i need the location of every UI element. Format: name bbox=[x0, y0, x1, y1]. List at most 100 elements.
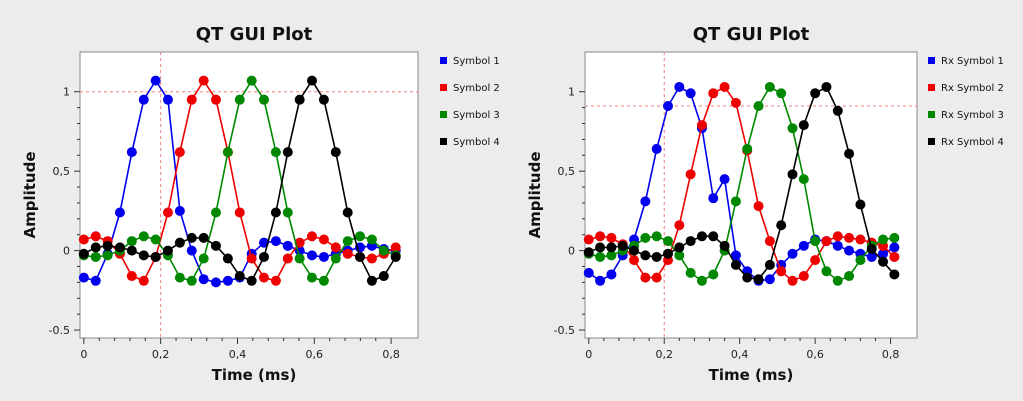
plot-title: QT GUI Plot bbox=[693, 24, 810, 45]
data-point bbox=[844, 271, 855, 282]
data-point bbox=[270, 236, 281, 247]
data-point bbox=[787, 275, 798, 286]
series-4 bbox=[583, 81, 900, 285]
data-point bbox=[810, 255, 821, 266]
data-point bbox=[810, 236, 821, 247]
data-point bbox=[730, 250, 741, 261]
data-point bbox=[282, 207, 293, 218]
data-point bbox=[246, 253, 257, 264]
data-point bbox=[126, 236, 137, 247]
data-point bbox=[318, 251, 329, 262]
data-point bbox=[162, 245, 173, 256]
series-line bbox=[588, 85, 895, 282]
series-line bbox=[588, 85, 895, 281]
data-point bbox=[258, 272, 269, 283]
data-point bbox=[306, 75, 317, 86]
data-point bbox=[318, 234, 329, 245]
x-tick-label: 0,4 bbox=[731, 348, 749, 361]
x-tick-label: 0,4 bbox=[229, 348, 247, 361]
data-point bbox=[889, 269, 900, 280]
data-point bbox=[764, 274, 775, 285]
data-point bbox=[776, 88, 787, 99]
data-point bbox=[186, 275, 197, 286]
legend-swatch bbox=[440, 138, 447, 145]
data-point bbox=[730, 97, 741, 108]
data-point bbox=[282, 240, 293, 251]
data-point bbox=[629, 255, 640, 266]
data-point bbox=[595, 231, 606, 242]
data-point bbox=[90, 231, 101, 242]
data-point bbox=[246, 275, 257, 286]
data-point bbox=[651, 272, 662, 283]
data-point bbox=[696, 120, 707, 131]
data-point bbox=[753, 274, 764, 285]
data-point bbox=[222, 275, 233, 286]
x-axis-title: Time (ms) bbox=[709, 366, 794, 384]
series-4 bbox=[78, 75, 401, 286]
x-axis-title: Time (ms) bbox=[212, 366, 297, 384]
y-tick-label: 1 bbox=[568, 86, 575, 99]
data-point bbox=[390, 242, 401, 253]
data-point bbox=[798, 174, 809, 185]
data-point bbox=[844, 148, 855, 159]
data-point bbox=[258, 251, 269, 262]
plot-left[interactable]: QT GUI Plot Time (ms) Amplitude -0.5 0 0,5… bbox=[21, 24, 500, 384]
data-point bbox=[282, 147, 293, 158]
data-point bbox=[674, 81, 685, 92]
data-point bbox=[606, 242, 617, 253]
x-tick-label: 0,6 bbox=[806, 348, 824, 361]
plot-area-right[interactable] bbox=[584, 51, 918, 339]
data-point bbox=[640, 272, 651, 283]
data-point bbox=[832, 231, 843, 242]
data-point bbox=[186, 94, 197, 105]
data-point bbox=[210, 207, 221, 218]
plot-right[interactable]: QT GUI Plot Time (ms) Amplitude -0.5 0 0,5… bbox=[526, 24, 1004, 384]
x-tick-label: 0 bbox=[80, 348, 87, 361]
data-point bbox=[198, 75, 209, 86]
legend[interactable]: Symbol 1 Symbol 2 Symbol 3 Symbol 4 bbox=[440, 56, 500, 148]
legend-swatch bbox=[440, 111, 447, 118]
x-tick-label: 0,2 bbox=[655, 348, 673, 361]
data-point bbox=[198, 232, 209, 243]
data-point bbox=[832, 105, 843, 116]
plot-area-left[interactable] bbox=[79, 51, 419, 339]
data-point bbox=[764, 259, 775, 270]
data-point bbox=[629, 245, 640, 256]
legend[interactable]: Rx Symbol 1 Rx Symbol 2 Rx Symbol 3 Rx Symb… bbox=[928, 56, 1004, 148]
data-point bbox=[583, 234, 594, 245]
data-point bbox=[90, 251, 101, 262]
legend-label: Rx Symbol 1 bbox=[941, 56, 1004, 67]
data-point bbox=[234, 271, 245, 282]
data-point bbox=[150, 234, 161, 245]
data-point bbox=[174, 237, 185, 248]
data-point bbox=[186, 245, 197, 256]
data-point bbox=[366, 275, 377, 286]
data-point bbox=[186, 232, 197, 243]
data-point bbox=[640, 250, 651, 261]
legend-label: Symbol 2 bbox=[453, 83, 500, 94]
data-point bbox=[821, 81, 832, 92]
data-point bbox=[318, 94, 329, 105]
legend-label: Rx Symbol 2 bbox=[941, 83, 1004, 94]
data-point bbox=[889, 251, 900, 262]
data-point bbox=[150, 251, 161, 262]
data-point bbox=[390, 251, 401, 262]
data-point bbox=[126, 271, 137, 282]
data-point bbox=[198, 274, 209, 285]
data-point bbox=[246, 75, 257, 86]
data-point bbox=[342, 236, 353, 247]
data-point bbox=[198, 253, 209, 264]
y-tick-label: 0,5 bbox=[53, 165, 71, 178]
data-point bbox=[606, 250, 617, 261]
data-point bbox=[138, 231, 149, 242]
data-point bbox=[270, 147, 281, 158]
data-point bbox=[210, 277, 221, 288]
data-point bbox=[685, 169, 696, 180]
data-point bbox=[844, 232, 855, 243]
x-tick-label: 0,8 bbox=[882, 348, 900, 361]
data-point bbox=[102, 250, 113, 261]
series-line bbox=[588, 85, 895, 282]
data-point bbox=[294, 94, 305, 105]
data-point bbox=[787, 123, 798, 134]
data-point bbox=[719, 174, 730, 185]
